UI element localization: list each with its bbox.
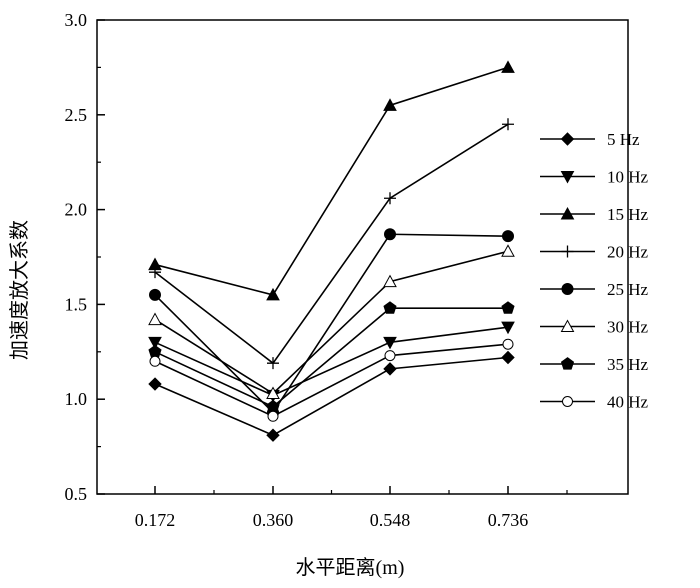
data-point-20hz	[502, 118, 514, 131]
y-axis-ticks: 0.5 1.0 1.5 2.0 2.5 3.0	[65, 10, 105, 504]
data-point-30hz	[266, 386, 280, 400]
x-tick-label: 0.172	[135, 510, 176, 530]
series-markers	[148, 60, 515, 442]
y-tick-label: 0.5	[65, 484, 88, 504]
x-tick-label: 0.360	[253, 510, 294, 530]
legend-marker-25hz	[561, 283, 574, 295]
legend-label-20hz: 20 Hz	[607, 243, 649, 262]
x-axis-ticks: 0.172 0.360 0.548 0.736	[135, 486, 568, 530]
legend-marker-30hz	[560, 319, 575, 332]
series-line-40hz	[154, 343, 509, 418]
x-axis-label: 水平距离(m)	[296, 556, 405, 579]
data-point-35hz	[501, 301, 515, 314]
data-point-30hz	[501, 244, 515, 257]
legend-label-30hz: 30 Hz	[607, 318, 649, 337]
series-line-25hz	[154, 233, 509, 414]
data-point-40hz	[384, 350, 396, 362]
legend-label-5hz: 5 Hz	[607, 130, 640, 149]
legend-label-15hz: 15 Hz	[607, 205, 649, 224]
y-tick-label: 3.0	[65, 10, 88, 30]
y-tick-label: 2.0	[65, 200, 88, 220]
data-point-40hz	[267, 410, 279, 422]
data-point-5hz	[266, 428, 280, 442]
legend-marker-40hz	[562, 396, 573, 407]
series-line-15hz	[154, 66, 509, 296]
series-line-30hz	[154, 250, 509, 395]
data-point-30hz	[383, 274, 397, 288]
series-line-10hz	[154, 326, 509, 397]
series-line-5hz	[154, 356, 509, 437]
data-point-15hz	[383, 98, 397, 111]
legend-marker-20hz	[561, 245, 574, 258]
plot-area-border	[96, 19, 629, 495]
data-point-10hz	[501, 321, 515, 335]
data-point-25hz	[149, 288, 161, 301]
data-point-20hz	[267, 357, 279, 370]
x-tick-label: 0.548	[370, 510, 411, 530]
data-point-35hz	[148, 344, 162, 358]
data-point-15hz	[266, 287, 280, 301]
y-axis-label: 加速度放大系数	[8, 220, 31, 360]
data-point-35hz	[266, 399, 280, 413]
data-point-15hz	[501, 60, 515, 73]
legend: 5 Hz 10 Hz 15 Hz 20 Hz 25 Hz 30 Hz 35 Hz 40 Hz	[540, 130, 649, 412]
legend-marker-5hz	[560, 132, 575, 146]
data-point-25hz	[502, 230, 514, 243]
data-point-35hz	[383, 301, 397, 314]
data-point-20hz	[149, 266, 161, 279]
legend-label-10hz: 10 Hz	[607, 168, 649, 187]
data-point-30hz	[148, 312, 162, 326]
data-point-40hz	[149, 355, 161, 367]
series-line-35hz	[154, 307, 508, 408]
plot-frame	[96, 19, 629, 495]
data-point-20hz	[384, 192, 396, 205]
legend-marker-10hz	[560, 171, 575, 184]
data-point-10hz	[148, 336, 162, 350]
legend-label-25hz: 25 Hz	[607, 280, 649, 299]
series-lines	[154, 66, 509, 437]
legend-marker-15hz	[560, 206, 575, 220]
data-point-5hz	[501, 350, 515, 365]
data-point-5hz	[383, 362, 397, 376]
data-point-10hz	[383, 336, 397, 350]
legend-label-35hz: 35 Hz	[607, 355, 649, 374]
series-line-20hz	[154, 123, 509, 365]
data-point-40hz	[502, 338, 514, 350]
y-tick-label: 1.5	[65, 294, 88, 314]
y-tick-label: 2.5	[65, 105, 88, 125]
data-point-25hz	[384, 228, 396, 241]
y-tick-label: 1.0	[65, 389, 88, 409]
legend-label-40hz: 40 Hz	[607, 393, 649, 412]
legend-marker-35hz	[560, 357, 575, 370]
x-tick-label: 0.736	[488, 510, 529, 530]
data-point-5hz	[148, 377, 162, 391]
